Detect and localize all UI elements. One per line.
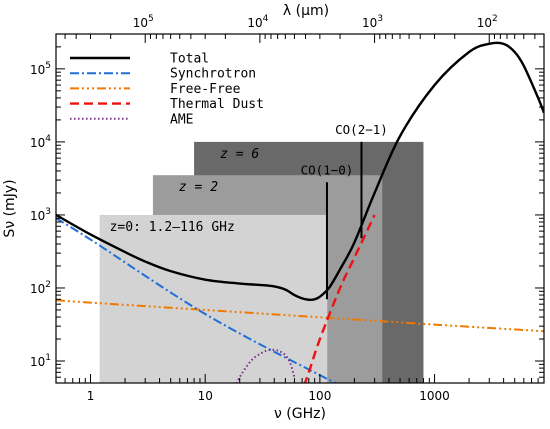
y-axis-label: Sν (mJy) xyxy=(2,179,18,237)
legend-label-4: AME xyxy=(170,112,193,127)
legend-label-3: Thermal Dust xyxy=(170,97,264,112)
region-2 xyxy=(99,214,328,383)
co-line-label-1: CO(2−1) xyxy=(335,122,388,137)
y-tick-label: 103 xyxy=(30,207,51,223)
x-tick-label: 1000 xyxy=(419,389,450,403)
region-label-2: z=0: 1.2–116 GHz xyxy=(110,220,235,235)
series-total xyxy=(56,41,544,302)
plot-frame xyxy=(55,33,545,384)
y-tick-label: 102 xyxy=(30,280,51,296)
top-axis-label: λ (μm) xyxy=(283,3,329,19)
x-axis-label: ν (GHz) xyxy=(274,406,326,422)
y-tick-label: 101 xyxy=(30,353,51,369)
series-thermal-dust xyxy=(303,214,376,383)
legend-label-2: Free-Free xyxy=(170,82,241,97)
series-lines xyxy=(56,41,544,383)
legend-label-0: Total xyxy=(170,52,209,67)
top-tick-label: 104 xyxy=(247,14,268,30)
x-tick-label: 10 xyxy=(198,389,213,403)
legend-label-1: Synchrotron xyxy=(170,67,256,82)
redshift-regions: z = 6 z = 2 z=0: 1.2–116 GHz xyxy=(99,141,424,383)
co-line-label-0: CO(1−0) xyxy=(301,162,354,177)
y-tick-label: 104 xyxy=(30,134,51,150)
top-tick-label: 105 xyxy=(133,14,154,30)
region-label-1: z = 2 xyxy=(179,180,218,195)
top-tick-label: 102 xyxy=(477,14,498,30)
y-tick-label: 105 xyxy=(30,61,51,77)
x-tick-label: 100 xyxy=(308,389,331,403)
co-line-markers: CO(1−0) CO(2−1) xyxy=(301,122,388,300)
top-tick-label: 103 xyxy=(362,14,383,30)
region-label-0: z = 6 xyxy=(220,147,259,162)
series-synchrotron xyxy=(56,217,338,383)
series-free-free xyxy=(56,299,544,333)
axis-ticks: 1 10 100 1000 101 102 103 104 105 105 104 103 102 xyxy=(30,14,545,403)
x-tick-label: 1 xyxy=(87,389,95,403)
